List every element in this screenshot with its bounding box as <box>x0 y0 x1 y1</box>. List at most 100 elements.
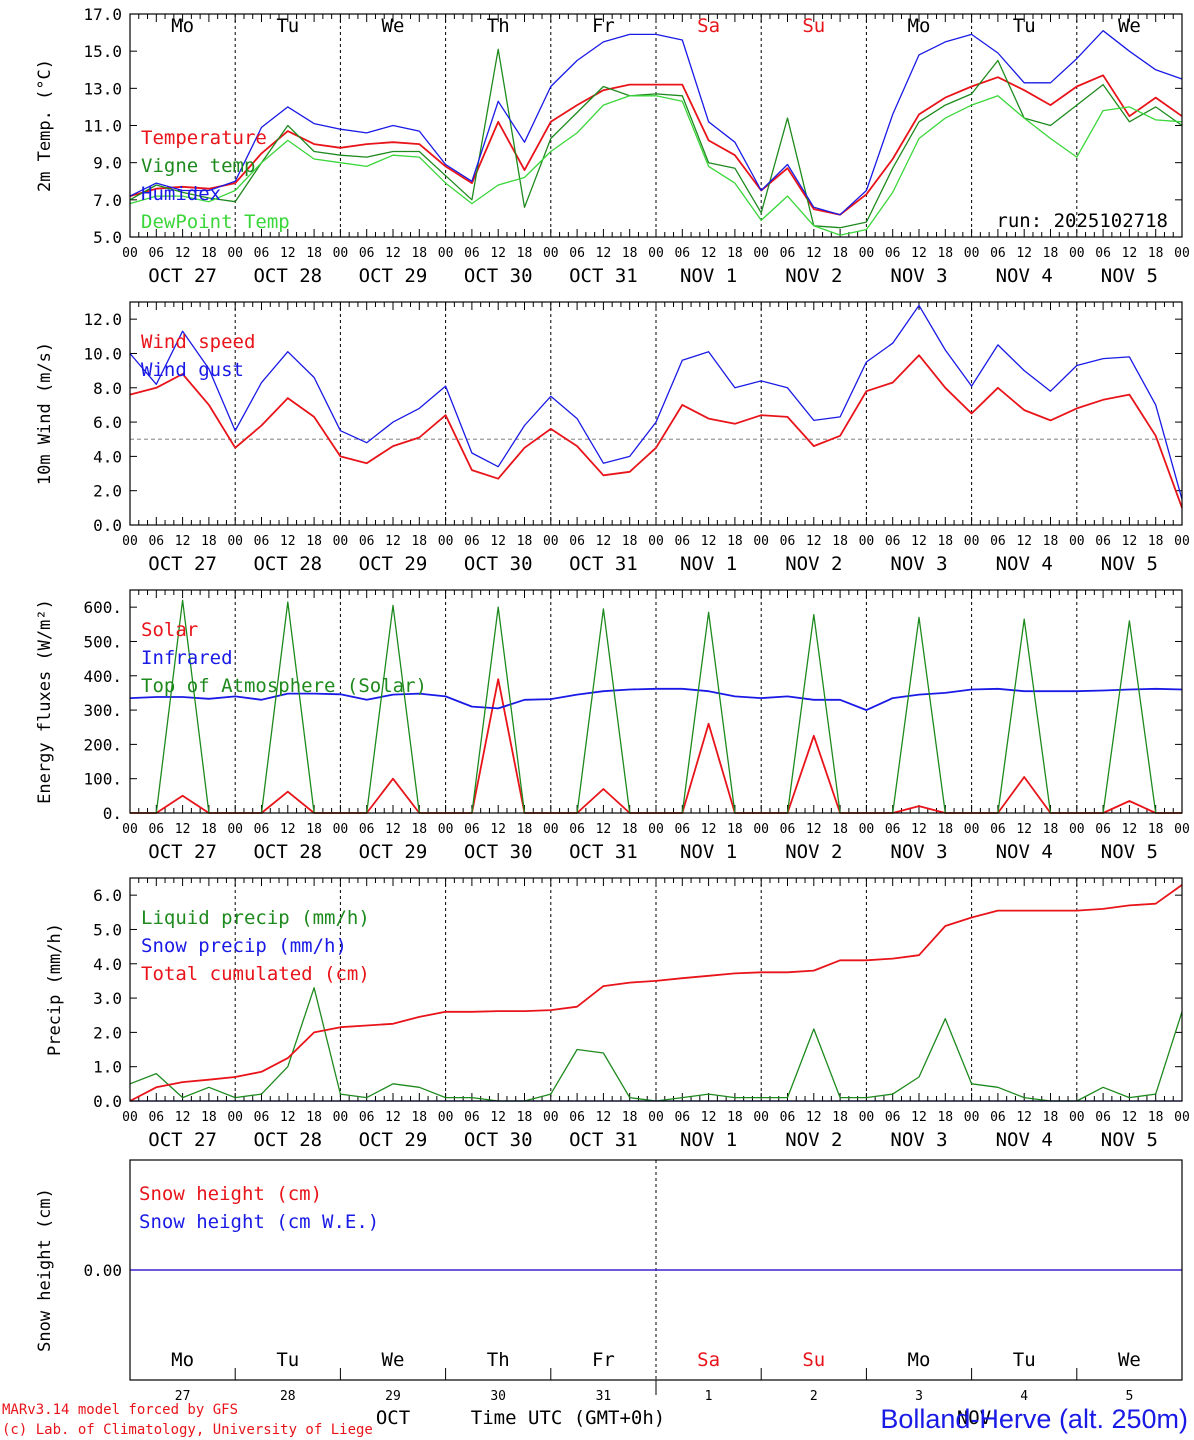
hour-label: 06 <box>254 1110 270 1125</box>
hour-label: 12 <box>175 822 191 837</box>
date-label: NOV 1 <box>680 1129 737 1151</box>
hour-label: 06 <box>780 534 796 549</box>
day-name: Sa <box>697 15 720 37</box>
hour-label: 06 <box>990 246 1006 261</box>
legend-entry: Humidex <box>141 183 221 205</box>
footer: MARv3.14 model forced by GFS (c) Lab. of … <box>2 1402 1188 1438</box>
hour-label: 18 <box>832 534 848 549</box>
y-tick-label: 9.0 <box>93 154 122 173</box>
hour-label: 06 <box>359 246 375 261</box>
hour-label: 12 <box>701 246 717 261</box>
hour-label: 12 <box>175 246 191 261</box>
hour-label: 18 <box>411 822 427 837</box>
hour-label: 12 <box>806 246 822 261</box>
hour-label: 12 <box>280 246 296 261</box>
hour-label: 06 <box>254 822 270 837</box>
date-label: OCT 30 <box>464 1129 533 1151</box>
legend-entry: DewPoint Temp <box>141 211 290 233</box>
legend-entry: Infrared <box>141 647 233 669</box>
hour-label: 00 <box>227 1110 243 1125</box>
hour-label: 18 <box>1148 822 1164 837</box>
bottom-date-label: 4 <box>1020 1389 1028 1404</box>
date-label: OCT 31 <box>569 265 638 287</box>
day-name: Su <box>802 15 825 37</box>
hour-label: 00 <box>648 1110 664 1125</box>
hour-label: 12 <box>490 822 506 837</box>
y-tick-label: 1.0 <box>93 1058 122 1077</box>
date-label: OCT 29 <box>359 553 428 575</box>
y-tick-label: 5.0 <box>93 920 122 939</box>
bottom-date-label: 5 <box>1125 1389 1133 1404</box>
hour-label: 00 <box>227 534 243 549</box>
y-tick-label: 100. <box>83 770 122 789</box>
plot-frame <box>129 1159 1183 1381</box>
plot-frame <box>129 13 1183 238</box>
hour-label: 06 <box>1095 246 1111 261</box>
month-label-nov: NOV <box>957 1407 991 1429</box>
y-tick-label: 0.0 <box>93 1092 122 1111</box>
hour-label: 00 <box>964 246 980 261</box>
date-label: OCT 29 <box>359 1129 428 1151</box>
hour-label: 12 <box>806 534 822 549</box>
y-tick-label: 400. <box>83 667 122 686</box>
hour-label: 00 <box>648 534 664 549</box>
hour-label: 00 <box>333 1110 349 1125</box>
y-tick-label: 2.0 <box>93 482 122 501</box>
date-label: NOV 3 <box>890 1129 947 1151</box>
date-label: OCT 30 <box>464 553 533 575</box>
y-tick-label: 600. <box>83 598 122 617</box>
hour-label: 00 <box>1174 1110 1190 1125</box>
hour-label: 00 <box>227 822 243 837</box>
hour-label: 12 <box>701 822 717 837</box>
hour-label: 12 <box>1016 822 1032 837</box>
hour-label: 06 <box>359 534 375 549</box>
hour-label: 00 <box>122 822 138 837</box>
hour-label: 12 <box>1122 1110 1138 1125</box>
hour-label: 18 <box>937 246 953 261</box>
date-label: NOV 4 <box>996 841 1053 863</box>
hour-label: 12 <box>490 1110 506 1125</box>
hour-label: 00 <box>1069 534 1085 549</box>
hour-label: 06 <box>148 246 164 261</box>
hour-label: 18 <box>937 822 953 837</box>
hour-label: 00 <box>543 822 559 837</box>
y-tick-label: 17.0 <box>83 5 122 24</box>
day-name: Sa <box>697 1349 720 1371</box>
hour-label: 06 <box>569 534 585 549</box>
day-name: We <box>1118 1349 1141 1371</box>
hour-label: 00 <box>859 1110 875 1125</box>
panel-flux: 0. 100. 200. 300. 400. 500. 600. Solar Infrared T… <box>35 589 1190 863</box>
y-axis-label: 2m Temp. (°C) <box>35 59 55 192</box>
hour-label: 12 <box>280 822 296 837</box>
hour-label: 00 <box>859 822 875 837</box>
footer-credit: (c) Lab. of Climatology, University of L… <box>2 1422 373 1438</box>
series-line-humidex <box>129 30 1183 216</box>
hour-label: 06 <box>148 534 164 549</box>
hour-label: 18 <box>306 1110 322 1125</box>
hour-label: 00 <box>543 534 559 549</box>
y-axis-label: Precip (mm/h) <box>45 923 65 1056</box>
hour-label: 00 <box>648 246 664 261</box>
date-label: OCT 28 <box>253 265 322 287</box>
hour-label: 18 <box>832 246 848 261</box>
station-label: Bolland-Herve (alt. 250m) <box>880 1404 1188 1434</box>
hour-label: 12 <box>1122 534 1138 549</box>
hour-label: 00 <box>543 246 559 261</box>
day-name: Su <box>802 1349 825 1371</box>
y-tick-label: 8.0 <box>93 379 122 398</box>
plot-frame <box>129 877 1183 1102</box>
hour-label: 00 <box>1174 246 1190 261</box>
date-label: NOV 1 <box>680 265 737 287</box>
date-label: NOV 2 <box>785 553 842 575</box>
hour-label: 06 <box>148 1110 164 1125</box>
date-label: OCT 27 <box>148 841 217 863</box>
day-name: Mo <box>908 1349 931 1371</box>
y-tick-label: 6.0 <box>93 886 122 905</box>
y-tick-label: 300. <box>83 701 122 720</box>
y-tick-label: 7.0 <box>93 191 122 210</box>
hour-label: 06 <box>359 1110 375 1125</box>
day-name: Tu <box>1013 1349 1036 1371</box>
series-line-temperature <box>129 74 1183 216</box>
hour-label: 06 <box>990 1110 1006 1125</box>
hour-label: 06 <box>254 246 270 261</box>
